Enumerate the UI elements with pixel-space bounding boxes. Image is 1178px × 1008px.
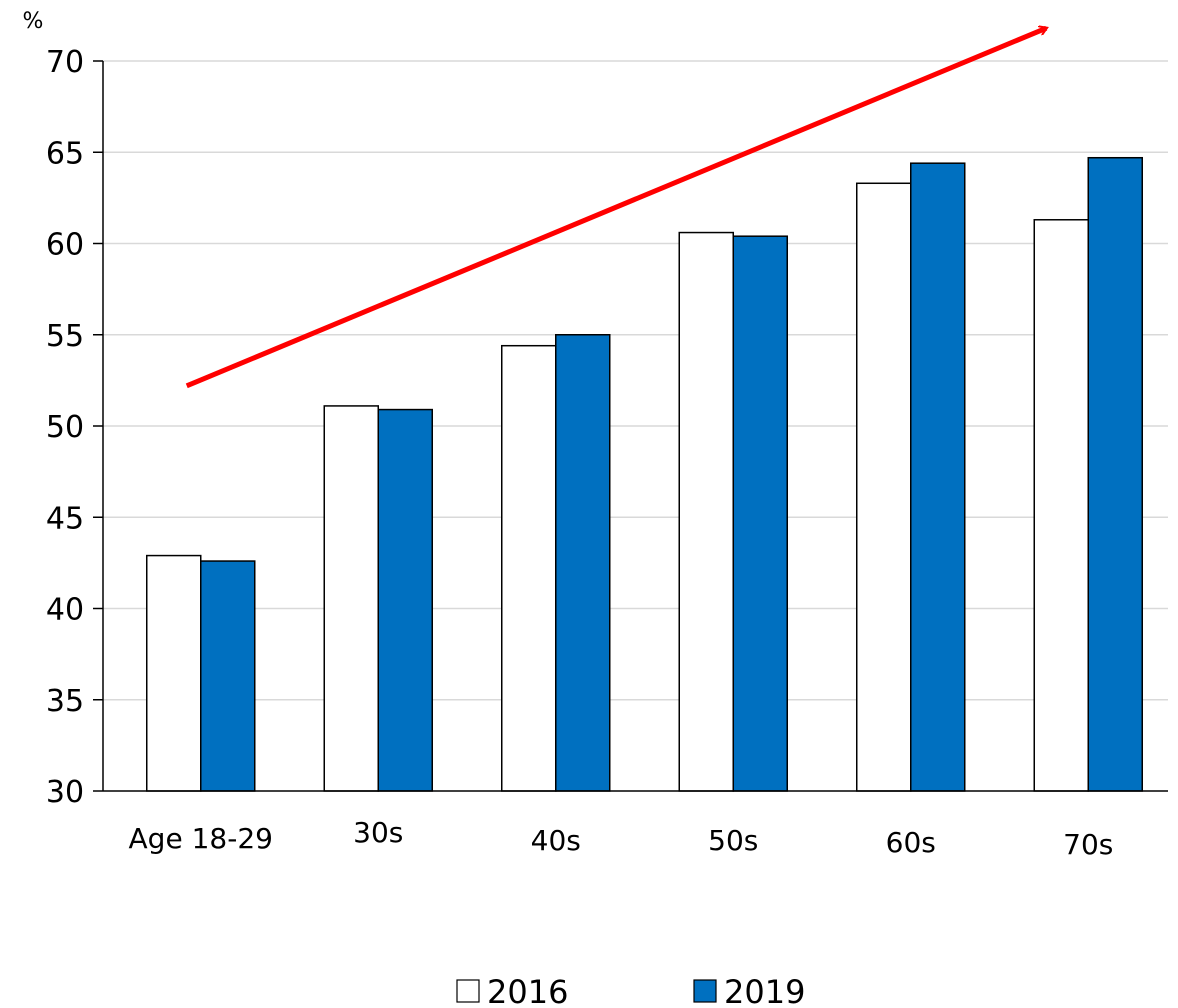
x-tick-label: 50s [708,824,758,857]
legend-label-2019: 2019 [724,973,805,1008]
y-tick-label: 65 [46,136,84,171]
legend: 2016 2019 [456,973,805,1008]
bar-2016-0 [146,554,202,792]
x-axis: Age 18-29 30s 40s 50s 60s 70s [103,790,1168,861]
bar-2019-5 [1087,156,1143,792]
y-tick-label: 60 [46,228,84,263]
gridlines [103,60,1168,701]
bar-2019-4 [910,162,966,792]
y-axis: 30 35 40 45 50 55 60 65 70 [46,45,104,810]
x-tick-label: 60s [886,826,936,859]
bar-2016-3 [678,231,734,792]
bar-2019-1 [377,408,433,792]
bar-2019-0 [200,560,256,792]
bar-2019-3 [732,235,788,792]
x-tick-label: Age 18-29 [129,822,273,855]
bar-2016-1 [323,405,379,792]
bar-2016-2 [501,344,557,792]
y-tick-label: 45 [46,501,84,536]
bar-2016-4 [856,182,912,792]
y-tick-label: 35 [46,684,84,719]
y-tick-label: 55 [46,319,84,354]
bar-2016-5 [1033,219,1089,792]
legend-swatch-2019 [693,979,717,1003]
y-tick-label: 30 [46,775,84,810]
y-tick-label: 50 [46,410,84,445]
y-axis-unit-label: % [23,9,44,34]
x-tick-label: 40s [531,824,581,857]
y-tick-label: 40 [46,593,84,628]
bars [146,156,1143,792]
x-tick-label: 30s [353,816,403,849]
x-tick-label: 70s [1063,828,1113,861]
y-tick-label: 70 [46,45,84,80]
legend-label-2016: 2016 [487,973,568,1008]
legend-swatch-2016 [456,979,480,1003]
bar-2019-2 [555,334,611,792]
trend-arrow [185,28,1047,389]
trend-annotation [185,28,1047,389]
